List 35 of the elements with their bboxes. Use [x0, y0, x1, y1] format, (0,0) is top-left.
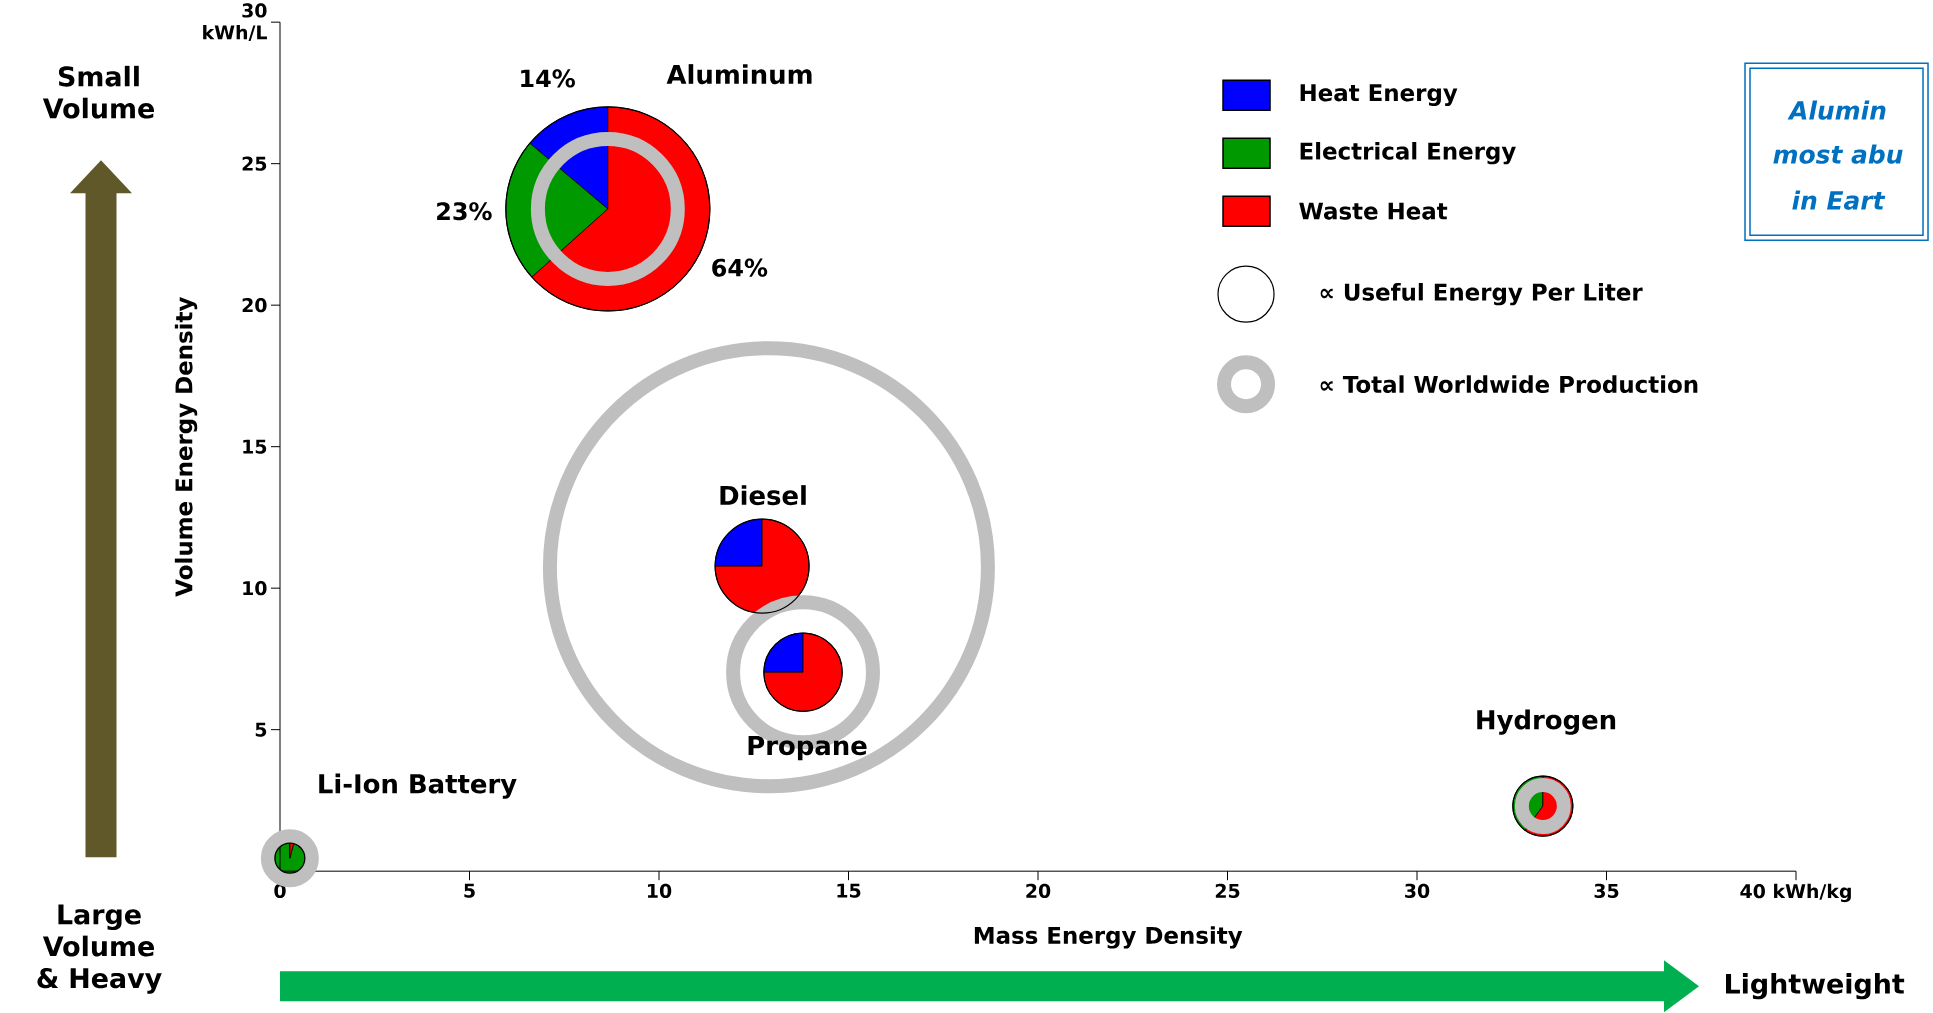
- y-tick-label: 25: [242, 156, 267, 171]
- text: Lightweight: [1726, 972, 1905, 1000]
- annotation: Li-Ion Battery: [319, 773, 517, 799]
- legend-label: ∝ Total Worldwide Production: [1320, 375, 1698, 393]
- y-tick-label: 15: [243, 439, 267, 454]
- legend-label: Heat Energy: [1300, 84, 1458, 106]
- legend-label: Waste Heat: [1299, 202, 1448, 220]
- annotation: most abu: [1773, 144, 1903, 164]
- data-label: 64%: [712, 258, 768, 277]
- x-tick-label: 20: [1026, 883, 1051, 898]
- data-label: 14%: [521, 69, 575, 88]
- x-tick-label: 40 kWh/kg: [1740, 883, 1851, 903]
- x-axis-title: Mass Energy Density: [974, 926, 1243, 949]
- annotation: Propane: [748, 735, 867, 761]
- legend-label: Electrical Energy: [1300, 141, 1516, 165]
- x-tick-label: 35: [1594, 883, 1619, 898]
- y-tick-label: 20: [242, 297, 267, 313]
- annotation: Aluminum: [666, 64, 812, 85]
- annotation: Alumin: [1787, 100, 1886, 120]
- y-tick-label: 10: [243, 580, 267, 596]
- y-tick-label: 30 kWh/L: [203, 3, 267, 41]
- x-tick-label: 5: [464, 883, 475, 898]
- x-tick-label: 15: [837, 883, 861, 898]
- x-tick-label: 25: [1215, 883, 1240, 898]
- data-label: 23%: [437, 202, 492, 221]
- y-axis-title: Volume Energy Density: [174, 296, 198, 597]
- x-tick-label: 30: [1405, 883, 1430, 898]
- x-tick-label: 10: [647, 883, 672, 898]
- legend-label: ∝ Useful Energy Per Liter: [1320, 282, 1643, 306]
- annotation: in Eart: [1792, 190, 1886, 210]
- y-tick-label: 5: [255, 722, 267, 737]
- annotation: Hydrogen: [1477, 709, 1616, 735]
- text: Small Volume: [42, 65, 154, 119]
- annotation: Diesel: [720, 485, 806, 506]
- text: Large Volume & Heavy: [37, 904, 162, 994]
